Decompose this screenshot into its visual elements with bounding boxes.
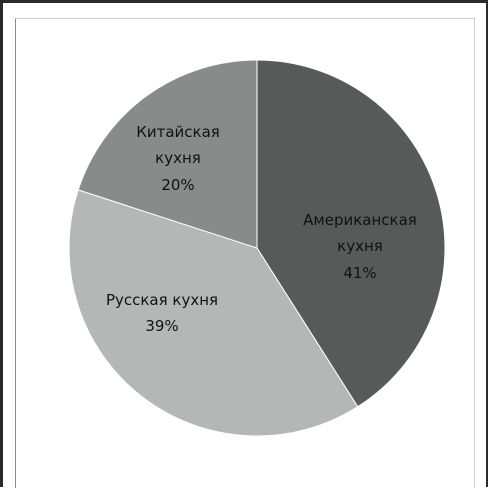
slice-label: кухня <box>155 149 201 167</box>
slice-percent-label: 20% <box>161 176 194 194</box>
pie-slices <box>69 60 445 436</box>
slice-label: Китайская <box>136 123 220 141</box>
slice-label: кухня <box>337 237 383 255</box>
slice-label: Американская <box>303 211 417 229</box>
slice-label: Русская кухня <box>106 291 218 309</box>
slice-percent-label: 41% <box>343 264 376 282</box>
slice-percent-label: 39% <box>145 317 178 335</box>
